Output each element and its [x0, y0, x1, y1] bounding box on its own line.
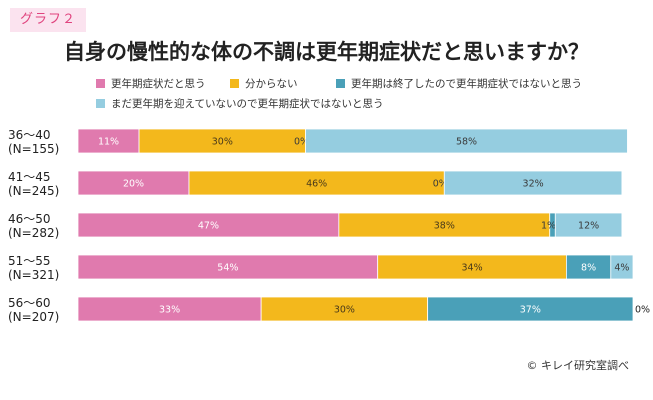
- legend-swatch-pre-menopause: [96, 99, 105, 108]
- bar-segment: [554, 212, 623, 238]
- category-n-label: (N=321): [8, 268, 59, 282]
- data-label: 12%: [578, 221, 599, 232]
- data-label: 33%: [159, 305, 180, 316]
- bar-segment: [338, 212, 551, 238]
- chart-legend: 更年期症状だと思う 分からない 更年期は終了したので更年期症状ではないと思う ま…: [96, 76, 636, 116]
- data-label: 30%: [334, 305, 355, 316]
- data-label: 1%: [541, 221, 556, 232]
- bar-segment: [443, 170, 623, 196]
- bar-segment: [77, 296, 262, 322]
- chart-title: 自身の慢性的な体の不調は更年期症状だと思いますか？: [64, 40, 589, 64]
- legend-item-post-menopause: 更年期は終了したので更年期症状ではないと思う: [336, 76, 582, 91]
- category-n-label: (N=282): [8, 226, 59, 240]
- data-label: 11%: [98, 137, 119, 148]
- category-label: 46～50: [8, 212, 51, 226]
- legend-label-unsure: 分からない: [245, 78, 298, 90]
- category-n-label: (N=155): [8, 142, 59, 156]
- figure-badge: グラフ２: [10, 8, 86, 32]
- category-n-label: (N=207): [8, 310, 59, 324]
- data-label: 38%: [434, 221, 455, 232]
- bar-segment: [188, 170, 445, 196]
- bar-segment: [427, 296, 634, 322]
- data-label: 8%: [581, 263, 596, 274]
- data-label: 0%: [635, 305, 650, 316]
- legend-swatch-unsure: [230, 79, 239, 88]
- bar-segment: [377, 254, 567, 280]
- source-credit: © キレイ研究室調べ: [526, 359, 630, 372]
- data-label: 46%: [306, 179, 327, 190]
- data-label: 58%: [456, 137, 477, 148]
- bar-segment: [77, 212, 340, 238]
- bar-segment: [260, 296, 429, 322]
- category-n-label: (N=245): [8, 184, 59, 198]
- legend-item-agree: 更年期症状だと思う: [96, 76, 206, 91]
- data-label: 34%: [461, 263, 482, 274]
- legend-swatch-post-menopause: [336, 79, 345, 88]
- bar-segment: [77, 170, 190, 196]
- category-label: 36～40: [8, 128, 51, 142]
- data-label: 47%: [198, 221, 219, 232]
- legend-item-unsure: 分からない: [230, 76, 298, 91]
- bar-segment: [138, 128, 306, 154]
- data-label: 30%: [212, 137, 233, 148]
- legend-label-post-menopause: 更年期は終了したので更年期症状ではないと思う: [351, 78, 582, 90]
- data-label: 32%: [523, 179, 544, 190]
- data-label: 54%: [217, 263, 238, 274]
- data-label: 0%: [294, 137, 309, 148]
- category-label: 51～55: [8, 254, 51, 268]
- category-label: 41～45: [8, 170, 51, 184]
- legend-label-pre-menopause: まだ更年期を迎えていないので更年期症状ではないと思う: [111, 98, 384, 110]
- bar-segment: [305, 128, 628, 154]
- stacked-bar-chart: 36～40(N=155) 11% 30% 0% 58% 41～45(N=245) 20% 46…: [8, 128, 650, 324]
- data-label: 20%: [123, 179, 144, 190]
- bar-segment: [610, 254, 634, 280]
- data-label: 0%: [433, 179, 448, 190]
- legend-item-pre-menopause: まだ更年期を迎えていないので更年期症状ではないと思う: [96, 96, 383, 111]
- bar-segment: [77, 128, 140, 154]
- category-label: 56～60: [8, 296, 51, 310]
- legend-label-agree: 更年期症状だと思う: [111, 78, 206, 90]
- data-label: 37%: [520, 305, 541, 316]
- legend-swatch-agree: [96, 79, 105, 88]
- data-label: 4%: [614, 263, 629, 274]
